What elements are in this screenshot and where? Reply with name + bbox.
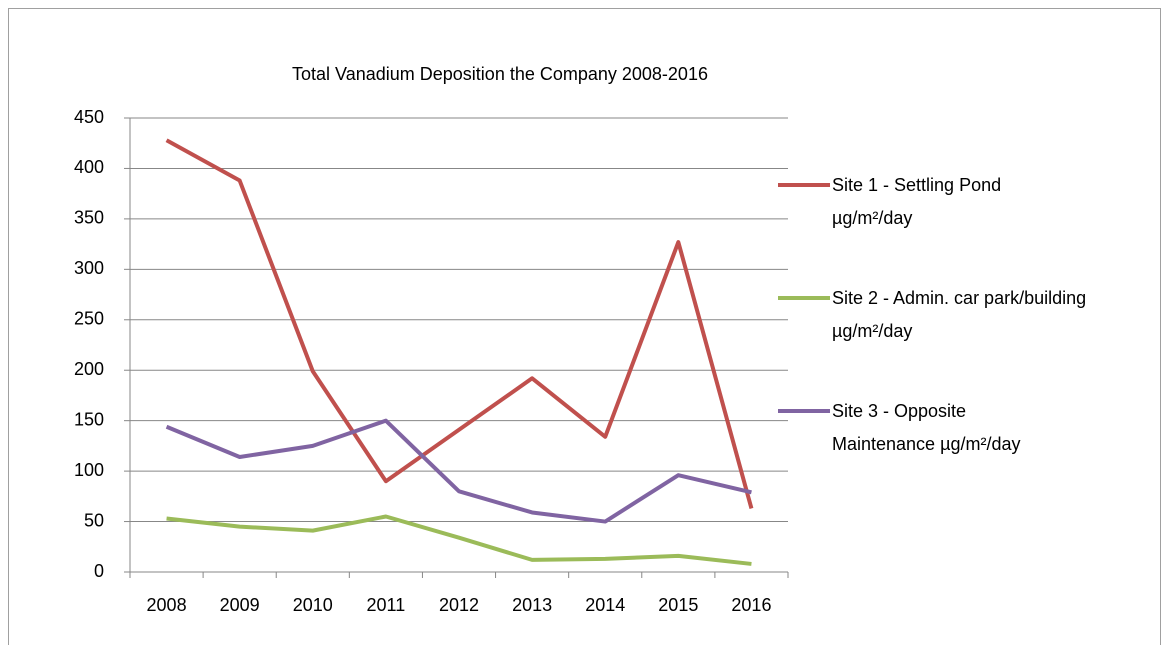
x-tick-label: 2009: [220, 595, 260, 615]
y-tick-label: 300: [74, 258, 104, 278]
y-tick-label: 450: [74, 107, 104, 127]
x-tick-label: 2011: [367, 595, 406, 615]
chart-title: Total Vanadium Deposition the Company 20…: [292, 64, 708, 84]
y-tick-label: 200: [74, 359, 104, 379]
y-tick-label: 150: [74, 409, 104, 429]
line-series: [165, 138, 754, 509]
legend-label: Site 2 - Admin. car park/building µg/m²/…: [832, 288, 1087, 341]
legend-label: Site 3 - Opposite Maintenance µg/m²/day: [832, 401, 1021, 454]
line-series: [165, 418, 752, 524]
legend-label: Site 1 - Settling Pond µg/m²/day: [832, 175, 1002, 228]
y-tick-label: 0: [94, 561, 104, 581]
x-tick-label: 2010: [293, 595, 333, 615]
y-tick-label: 400: [74, 157, 104, 177]
y-tick-label: 250: [74, 309, 104, 329]
y-tick-label: 50: [84, 510, 104, 530]
line-series: [166, 514, 752, 566]
x-tick-label: 2014: [585, 595, 625, 615]
x-tick-label: 2013: [512, 595, 552, 615]
x-tick-label: 2016: [731, 595, 771, 615]
chart-border: [8, 8, 1161, 645]
y-tick-label: 350: [74, 208, 104, 228]
x-tick-label: 2008: [147, 595, 187, 615]
y-tick-label: 100: [74, 460, 104, 480]
x-tick-label: 2012: [439, 595, 479, 615]
x-tick-label: 2015: [658, 595, 698, 615]
